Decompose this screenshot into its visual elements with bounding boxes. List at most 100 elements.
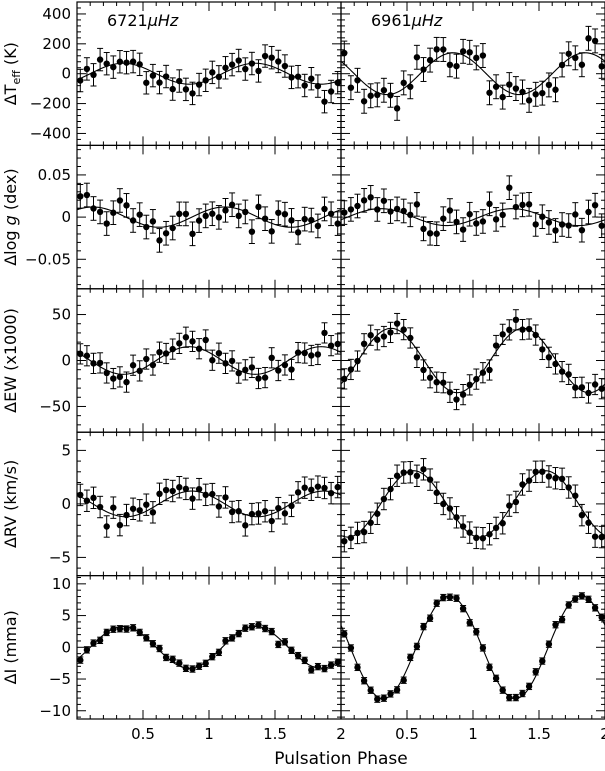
panel-ew-2: [340, 288, 605, 433]
data-point: [116, 58, 124, 65]
ytick-label-teff: 0: [61, 65, 71, 83]
xtick-label: 1.5: [527, 725, 551, 743]
x-axis-label: Pulsation Phase: [274, 749, 407, 769]
data-point: [512, 203, 520, 211]
data-point: [558, 475, 566, 483]
data-point: [301, 215, 308, 223]
data-point: [136, 61, 143, 68]
data-point: [466, 619, 473, 627]
data-point: [301, 349, 308, 357]
data-point: [400, 677, 407, 684]
data-point: [202, 336, 209, 344]
panel-frame: [76, 431, 342, 577]
data-point: [242, 366, 249, 374]
data-point: [347, 644, 355, 652]
data-point: [387, 208, 394, 215]
panel-frame: [76, 574, 342, 720]
data-point: [301, 484, 308, 491]
data-point: [77, 77, 84, 84]
data-point: [202, 212, 209, 220]
data-point: [281, 361, 289, 369]
data-point: [222, 360, 229, 367]
y-axis-label-intensity: ΔI (mma): [1, 610, 20, 684]
data-point: [136, 507, 143, 514]
data-point: [96, 56, 104, 63]
data-point: [129, 362, 137, 369]
data-point: [387, 329, 394, 336]
data-point: [499, 211, 506, 219]
panels: 6721μHz 6961μHz: [76, 1, 605, 720]
data-point: [195, 81, 203, 88]
data-point: [110, 209, 117, 216]
data-point: [446, 505, 454, 512]
data-point: [209, 490, 216, 498]
data-point: [400, 207, 407, 215]
data-point: [413, 472, 421, 480]
data-point: [321, 98, 328, 105]
data-point: [202, 77, 209, 84]
mode-label-1: 6721μHz: [107, 11, 179, 30]
data-point: [182, 334, 190, 341]
data-point: [591, 381, 599, 388]
data-point: [90, 494, 97, 502]
data-point: [123, 511, 130, 519]
data-point: [558, 61, 566, 69]
data-point: [195, 217, 203, 224]
data-point: [506, 694, 513, 701]
data-point: [512, 498, 520, 506]
data-point: [182, 665, 190, 672]
xtick-label: 1: [468, 725, 478, 743]
data-point: [288, 647, 295, 654]
data-point: [182, 86, 190, 93]
data-point: [301, 657, 308, 664]
data-point: [539, 89, 546, 97]
data-point: [558, 368, 566, 375]
data-point: [387, 92, 394, 99]
data-point: [565, 371, 572, 378]
data-point: [314, 351, 322, 358]
data-point: [143, 79, 150, 86]
data-point: [123, 202, 130, 209]
data-point: [426, 374, 434, 381]
data-point: [545, 219, 553, 226]
data-point: [347, 366, 355, 373]
data-point: [532, 468, 539, 476]
panel-intensity-1: [76, 574, 342, 720]
data-point: [268, 517, 275, 525]
data-point: [572, 492, 579, 499]
data-point: [235, 212, 242, 220]
data-point: [453, 595, 460, 602]
data-point: [129, 505, 137, 512]
data-point: [420, 466, 427, 473]
fit-curve: [340, 208, 605, 227]
data-point: [459, 605, 467, 612]
data-point: [486, 200, 493, 208]
data-point: [545, 473, 553, 480]
data-point: [426, 230, 434, 237]
data-point: [591, 604, 599, 612]
data-point: [308, 75, 315, 82]
data-point: [341, 49, 348, 57]
data-point: [360, 98, 368, 105]
data-point: [393, 686, 401, 694]
data-point: [492, 342, 500, 349]
data-point: [242, 65, 249, 73]
data-point: [539, 657, 546, 665]
data-point: [222, 207, 229, 214]
data-point: [598, 385, 605, 392]
ytick-label-rv: 5: [61, 441, 71, 459]
data-point: [288, 217, 295, 224]
data-point: [552, 621, 559, 628]
data-point: [176, 77, 183, 85]
fit-curve: [76, 625, 342, 669]
data-point: [413, 201, 421, 208]
xtick-label: 1.5: [263, 725, 287, 743]
data-point: [162, 486, 170, 494]
data-point: [314, 222, 322, 230]
data-point: [143, 634, 150, 642]
panel-frame: [340, 288, 605, 433]
data-point: [189, 338, 196, 345]
data-point: [110, 626, 117, 633]
data-point: [393, 320, 401, 327]
